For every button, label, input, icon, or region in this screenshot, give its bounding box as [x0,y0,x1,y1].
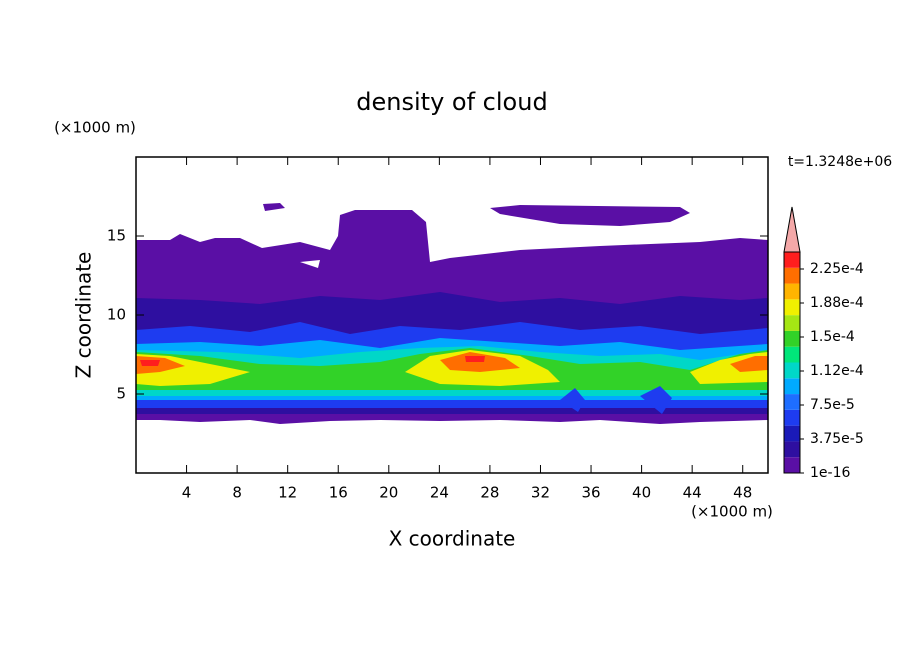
x-tick-label: 8 [232,484,242,502]
x-tick-label: 44 [683,484,702,502]
y-tick-label: 15 [107,227,126,245]
colorbar-tick-label: 1e-16 [810,465,850,481]
colorbar-swatch [784,299,800,316]
colorbar-swatch [784,425,800,442]
colorbar-swatch [784,441,800,458]
field-region [560,386,672,414]
colorbar-swatch [784,409,800,426]
colorbar-tick-label: 2.25e-4 [810,261,864,277]
x-tick-label: 4 [182,484,192,502]
colorbar-swatch [784,362,800,379]
x-tick-label: 36 [581,484,600,502]
y-tick-label: 10 [107,306,126,324]
colorbar-tick-label: 3.75e-5 [810,431,864,447]
colorbar-tick-label: 1.12e-4 [810,363,864,379]
colorbar-swatch [784,394,800,410]
colorbar-swatch [784,252,800,268]
x-tick-label: 48 [733,484,752,502]
time-annotation: t=1.3248e+06 [788,154,892,170]
x-tick-label: 32 [531,484,550,502]
y-units: (×1000 m) [54,119,136,137]
x-tick-label: 40 [632,484,651,502]
y-axis-label: Z coordinate [72,252,96,379]
x-units: (×1000 m) [691,503,773,521]
colorbar-tick-label: 1.5e-4 [810,329,855,345]
colorbar-swatch [784,378,800,395]
colorbar-tick-label: 1.88e-4 [810,295,864,311]
colorbar-swatch [784,315,800,331]
field-region [136,352,768,374]
colorbar-swatch [784,267,800,284]
colorbar-swatch [784,283,800,300]
x-tick-label: 28 [480,484,499,502]
contour-field [136,203,768,424]
colorbar-swatch [784,346,800,363]
x-tick-label: 16 [329,484,348,502]
colorbar-swatch [784,457,800,473]
x-tick-label: 20 [379,484,398,502]
colorbar-swatch [784,330,800,347]
x-axis-label: X coordinate [389,527,516,551]
x-tick-label: 12 [278,484,297,502]
chart-title: density of cloud [356,88,547,116]
y-tick-label: 5 [116,385,126,403]
field-region [263,203,690,226]
colorbar-frame [783,251,801,474]
colorbar-tick-label: 7.5e-5 [810,397,855,413]
x-tick-label: 24 [430,484,449,502]
